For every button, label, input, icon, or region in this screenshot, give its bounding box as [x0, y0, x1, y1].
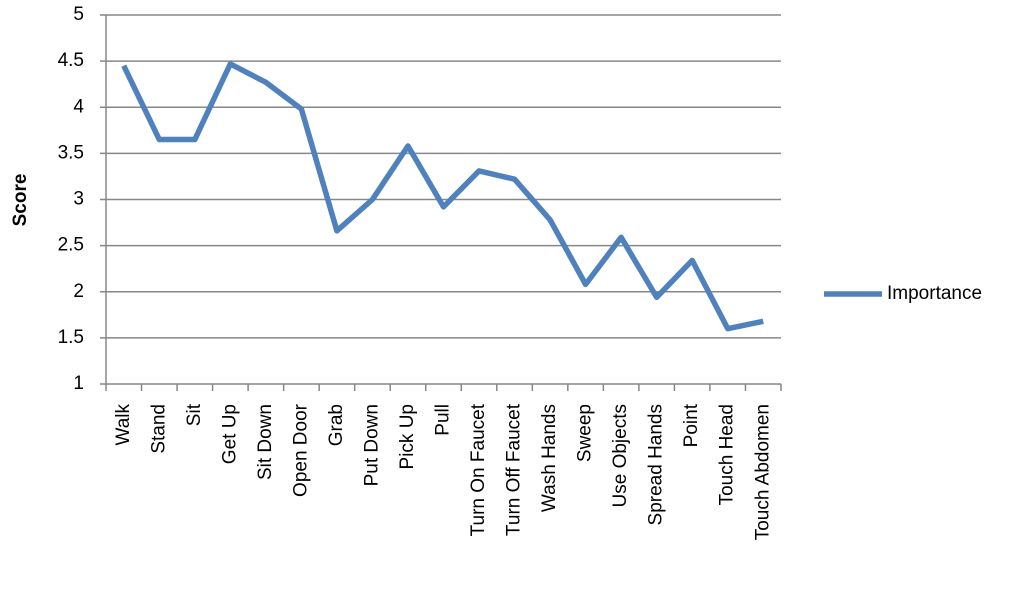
- y-axis-label: Score: [10, 174, 31, 227]
- y-tick-label: 3: [73, 189, 84, 210]
- x-tick-label: Sweep: [575, 404, 596, 462]
- x-tick-label: Pull: [433, 404, 454, 436]
- x-tick-label: Touch Abdomen: [752, 404, 773, 540]
- x-tick-label: Point: [681, 403, 702, 447]
- y-tick-label: 2.5: [58, 235, 84, 256]
- x-tick-label: Get Up: [219, 404, 240, 464]
- x-tick-label: Turn On Faucet: [468, 403, 489, 536]
- x-tick-label: Stand: [148, 404, 169, 454]
- x-tick-label: Sit: [184, 403, 205, 426]
- y-tick-label: 4.5: [58, 50, 84, 71]
- x-tick-label: Turn Off Faucet: [504, 403, 525, 536]
- y-tick-label: 4: [73, 96, 84, 117]
- x-tick-label: Grab: [326, 404, 347, 446]
- y-tick-label: 2: [73, 281, 84, 302]
- y-tick-label: 3.5: [58, 142, 84, 163]
- x-tick-label: Open Door: [290, 403, 311, 497]
- x-tick-label: Put Down: [361, 404, 382, 486]
- x-tick-label: Use Objects: [610, 404, 631, 507]
- x-tick-label: Spread Hands: [646, 404, 667, 525]
- legend-label: Importance: [887, 283, 982, 304]
- y-tick-label: 1.5: [58, 327, 84, 348]
- x-tick-label: Touch Head: [717, 404, 738, 505]
- line-series: [121, 61, 764, 332]
- y-tick-label: 1: [73, 373, 84, 394]
- x-tick-label: Wash Hands: [539, 404, 560, 512]
- x-tick-label: Pick Up: [397, 404, 418, 469]
- x-tick-label: Walk: [113, 404, 134, 446]
- y-tick-label: 5: [73, 4, 84, 25]
- x-tick-label: Sit Down: [255, 404, 276, 480]
